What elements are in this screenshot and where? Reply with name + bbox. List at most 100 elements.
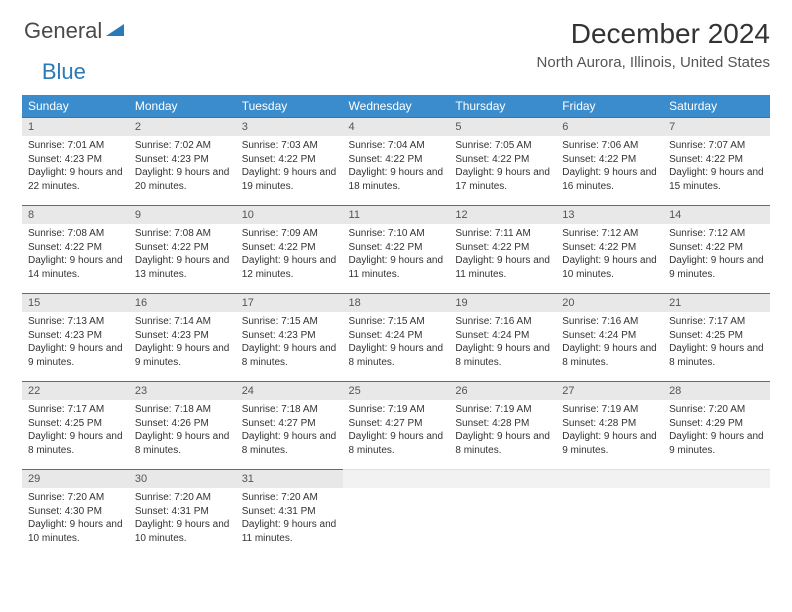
day-details: Sunrise: 7:02 AMSunset: 4:23 PMDaylight:… — [129, 136, 236, 199]
logo-text-blue: Blue — [42, 59, 86, 85]
day-details: Sunrise: 7:17 AMSunset: 4:25 PMDaylight:… — [22, 400, 129, 463]
calendar-cell: 7Sunrise: 7:07 AMSunset: 4:22 PMDaylight… — [663, 117, 770, 205]
calendar-cell: 31Sunrise: 7:20 AMSunset: 4:31 PMDayligh… — [236, 469, 343, 557]
day-number: 21 — [663, 293, 770, 312]
day-details: Sunrise: 7:05 AMSunset: 4:22 PMDaylight:… — [449, 136, 556, 199]
weekday-header: Wednesday — [343, 95, 450, 117]
calendar-cell: 14Sunrise: 7:12 AMSunset: 4:22 PMDayligh… — [663, 205, 770, 293]
day-number: 20 — [556, 293, 663, 312]
day-number: 7 — [663, 117, 770, 136]
day-details: Sunrise: 7:08 AMSunset: 4:22 PMDaylight:… — [22, 224, 129, 287]
calendar-header-row: SundayMondayTuesdayWednesdayThursdayFrid… — [22, 95, 770, 117]
logo-triangle-icon — [106, 22, 124, 40]
day-number: 25 — [343, 381, 450, 400]
day-number: 14 — [663, 205, 770, 224]
day-number: 6 — [556, 117, 663, 136]
day-details: Sunrise: 7:20 AMSunset: 4:31 PMDaylight:… — [236, 488, 343, 551]
day-details: Sunrise: 7:16 AMSunset: 4:24 PMDaylight:… — [449, 312, 556, 375]
calendar-cell: 10Sunrise: 7:09 AMSunset: 4:22 PMDayligh… — [236, 205, 343, 293]
weekday-header: Sunday — [22, 95, 129, 117]
weekday-header: Friday — [556, 95, 663, 117]
day-details: Sunrise: 7:09 AMSunset: 4:22 PMDaylight:… — [236, 224, 343, 287]
day-number: 13 — [556, 205, 663, 224]
calendar-cell: 29Sunrise: 7:20 AMSunset: 4:30 PMDayligh… — [22, 469, 129, 557]
calendar-cell: 5Sunrise: 7:05 AMSunset: 4:22 PMDaylight… — [449, 117, 556, 205]
calendar-cell: 22Sunrise: 7:17 AMSunset: 4:25 PMDayligh… — [22, 381, 129, 469]
calendar-cell: 19Sunrise: 7:16 AMSunset: 4:24 PMDayligh… — [449, 293, 556, 381]
logo: General — [22, 18, 124, 44]
day-details: Sunrise: 7:19 AMSunset: 4:28 PMDaylight:… — [556, 400, 663, 463]
calendar-cell: . — [556, 469, 663, 557]
day-details: Sunrise: 7:15 AMSunset: 4:24 PMDaylight:… — [343, 312, 450, 375]
day-details: Sunrise: 7:13 AMSunset: 4:23 PMDaylight:… — [22, 312, 129, 375]
calendar-cell: 28Sunrise: 7:20 AMSunset: 4:29 PMDayligh… — [663, 381, 770, 469]
calendar-cell: 18Sunrise: 7:15 AMSunset: 4:24 PMDayligh… — [343, 293, 450, 381]
day-details: Sunrise: 7:14 AMSunset: 4:23 PMDaylight:… — [129, 312, 236, 375]
calendar-cell: 25Sunrise: 7:19 AMSunset: 4:27 PMDayligh… — [343, 381, 450, 469]
location-text: North Aurora, Illinois, United States — [537, 54, 770, 71]
calendar-cell: 21Sunrise: 7:17 AMSunset: 4:25 PMDayligh… — [663, 293, 770, 381]
calendar-cell: 30Sunrise: 7:20 AMSunset: 4:31 PMDayligh… — [129, 469, 236, 557]
day-details: Sunrise: 7:08 AMSunset: 4:22 PMDaylight:… — [129, 224, 236, 287]
day-number: 11 — [343, 205, 450, 224]
day-details: Sunrise: 7:07 AMSunset: 4:22 PMDaylight:… — [663, 136, 770, 199]
day-details: Sunrise: 7:03 AMSunset: 4:22 PMDaylight:… — [236, 136, 343, 199]
month-title: December 2024 — [537, 18, 770, 50]
calendar-cell: . — [343, 469, 450, 557]
day-details: Sunrise: 7:01 AMSunset: 4:23 PMDaylight:… — [22, 136, 129, 199]
weekday-header: Monday — [129, 95, 236, 117]
calendar-cell: 17Sunrise: 7:15 AMSunset: 4:23 PMDayligh… — [236, 293, 343, 381]
calendar-cell: 13Sunrise: 7:12 AMSunset: 4:22 PMDayligh… — [556, 205, 663, 293]
calendar-cell: 6Sunrise: 7:06 AMSunset: 4:22 PMDaylight… — [556, 117, 663, 205]
day-number: 1 — [22, 117, 129, 136]
weekday-header: Thursday — [449, 95, 556, 117]
day-details: Sunrise: 7:12 AMSunset: 4:22 PMDaylight:… — [663, 224, 770, 287]
day-details: Sunrise: 7:20 AMSunset: 4:30 PMDaylight:… — [22, 488, 129, 551]
weekday-header: Tuesday — [236, 95, 343, 117]
calendar-cell: 8Sunrise: 7:08 AMSunset: 4:22 PMDaylight… — [22, 205, 129, 293]
day-details: Sunrise: 7:18 AMSunset: 4:26 PMDaylight:… — [129, 400, 236, 463]
day-number: 26 — [449, 381, 556, 400]
calendar-cell: 12Sunrise: 7:11 AMSunset: 4:22 PMDayligh… — [449, 205, 556, 293]
day-number: 9 — [129, 205, 236, 224]
day-number: 5 — [449, 117, 556, 136]
day-number: 22 — [22, 381, 129, 400]
day-number: 16 — [129, 293, 236, 312]
day-number: 24 — [236, 381, 343, 400]
day-number: 31 — [236, 469, 343, 488]
calendar-cell: 24Sunrise: 7:18 AMSunset: 4:27 PMDayligh… — [236, 381, 343, 469]
day-details: Sunrise: 7:06 AMSunset: 4:22 PMDaylight:… — [556, 136, 663, 199]
day-details: Sunrise: 7:20 AMSunset: 4:31 PMDaylight:… — [129, 488, 236, 551]
calendar-body: 1Sunrise: 7:01 AMSunset: 4:23 PMDaylight… — [22, 117, 770, 557]
calendar-cell: 26Sunrise: 7:19 AMSunset: 4:28 PMDayligh… — [449, 381, 556, 469]
day-details: Sunrise: 7:19 AMSunset: 4:27 PMDaylight:… — [343, 400, 450, 463]
calendar-table: SundayMondayTuesdayWednesdayThursdayFrid… — [22, 95, 770, 557]
day-details: Sunrise: 7:20 AMSunset: 4:29 PMDaylight:… — [663, 400, 770, 463]
calendar-cell: 11Sunrise: 7:10 AMSunset: 4:22 PMDayligh… — [343, 205, 450, 293]
day-number: 30 — [129, 469, 236, 488]
title-block: December 2024 North Aurora, Illinois, Un… — [537, 18, 770, 71]
calendar-cell: 3Sunrise: 7:03 AMSunset: 4:22 PMDaylight… — [236, 117, 343, 205]
day-number: 23 — [129, 381, 236, 400]
day-details: Sunrise: 7:17 AMSunset: 4:25 PMDaylight:… — [663, 312, 770, 375]
calendar-cell: 4Sunrise: 7:04 AMSunset: 4:22 PMDaylight… — [343, 117, 450, 205]
day-number: 18 — [343, 293, 450, 312]
day-number: 19 — [449, 293, 556, 312]
calendar-cell: 15Sunrise: 7:13 AMSunset: 4:23 PMDayligh… — [22, 293, 129, 381]
day-number: 12 — [449, 205, 556, 224]
day-number: 4 — [343, 117, 450, 136]
calendar-cell: . — [663, 469, 770, 557]
day-number: 8 — [22, 205, 129, 224]
day-details: Sunrise: 7:04 AMSunset: 4:22 PMDaylight:… — [343, 136, 450, 199]
calendar-cell: . — [449, 469, 556, 557]
calendar-cell: 2Sunrise: 7:02 AMSunset: 4:23 PMDaylight… — [129, 117, 236, 205]
day-number: 15 — [22, 293, 129, 312]
day-number: 17 — [236, 293, 343, 312]
day-details: Sunrise: 7:18 AMSunset: 4:27 PMDaylight:… — [236, 400, 343, 463]
day-details: Sunrise: 7:15 AMSunset: 4:23 PMDaylight:… — [236, 312, 343, 375]
logo-text-general: General — [24, 18, 102, 44]
calendar-cell: 1Sunrise: 7:01 AMSunset: 4:23 PMDaylight… — [22, 117, 129, 205]
calendar-cell: 20Sunrise: 7:16 AMSunset: 4:24 PMDayligh… — [556, 293, 663, 381]
day-number: 28 — [663, 381, 770, 400]
day-number: 3 — [236, 117, 343, 136]
